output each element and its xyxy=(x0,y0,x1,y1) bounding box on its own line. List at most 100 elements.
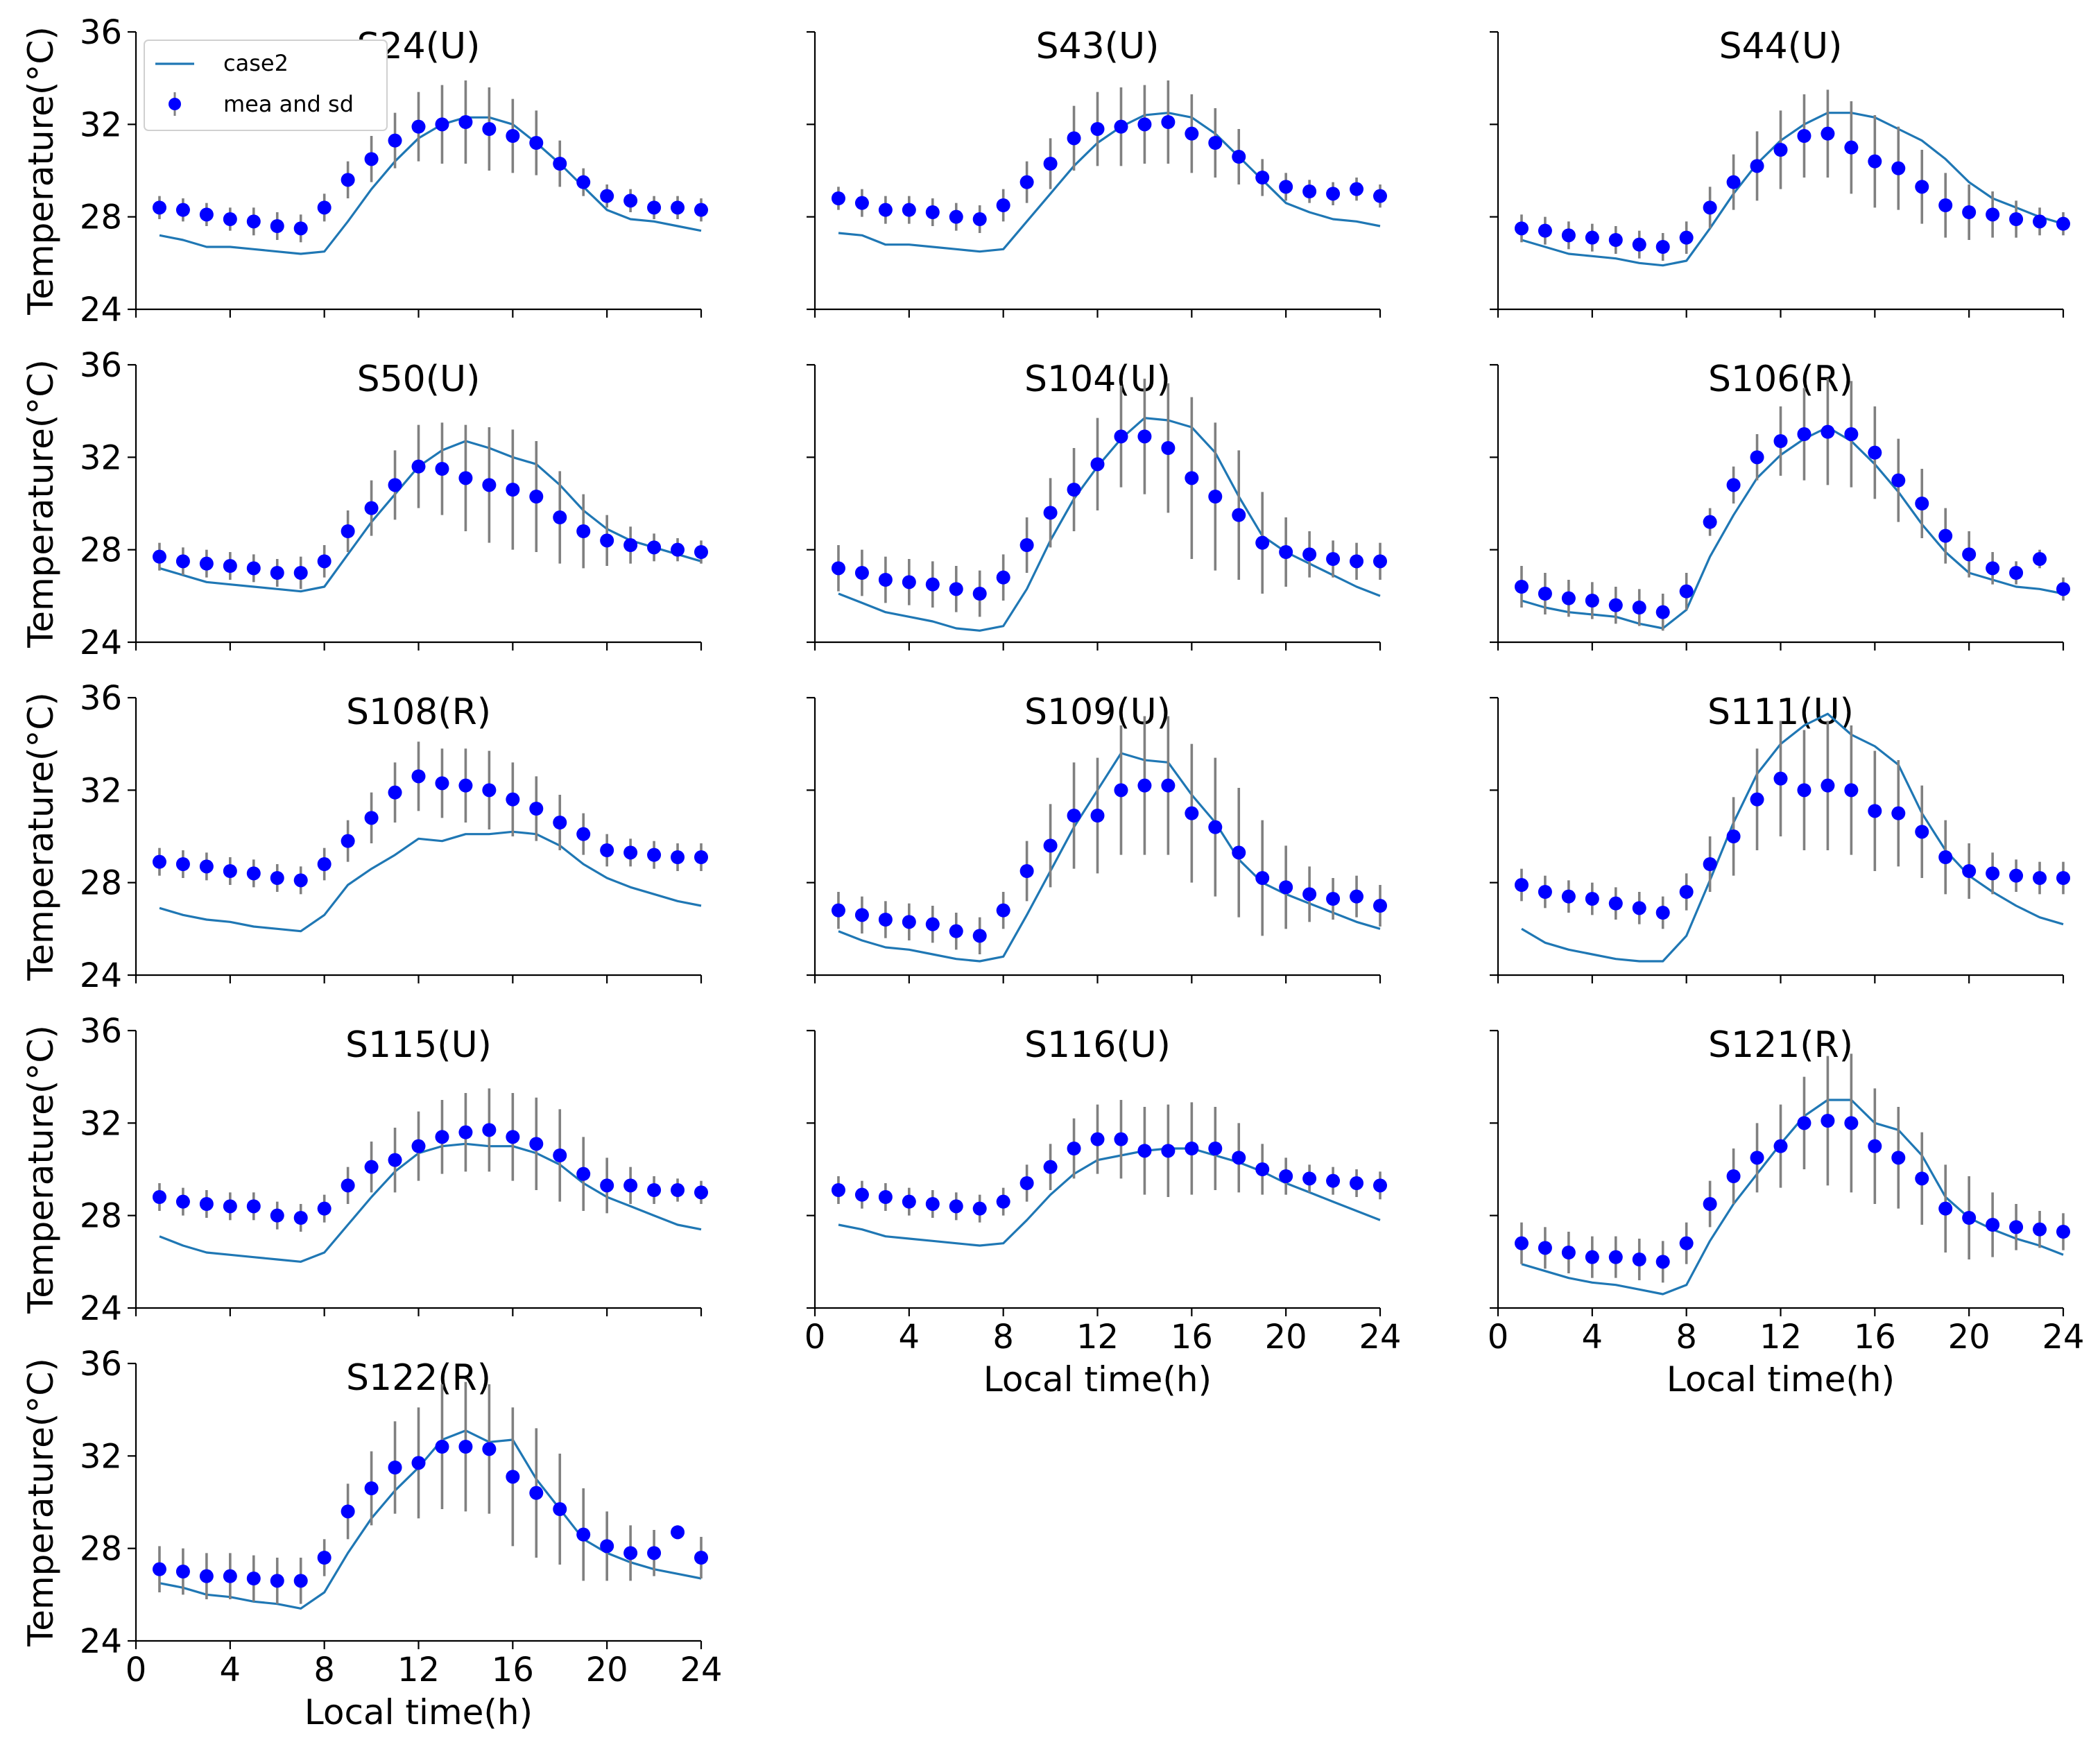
mea-point xyxy=(1962,864,1977,878)
subplot-title: S106(R) xyxy=(1708,359,1853,400)
mea-point xyxy=(972,1201,987,1216)
mea-point xyxy=(1373,189,1387,203)
mea-point xyxy=(949,924,963,938)
mea-point xyxy=(293,1211,308,1225)
mea-point xyxy=(902,1194,916,1209)
mea-point xyxy=(458,1440,473,1454)
mea-point xyxy=(2056,582,2070,596)
mea-point xyxy=(600,843,614,857)
mea-point xyxy=(1585,230,1599,245)
mea-point xyxy=(1373,899,1387,913)
mea-point xyxy=(1514,1236,1529,1250)
mea-point xyxy=(1208,820,1223,834)
mea-point xyxy=(2009,868,2024,883)
mea-point xyxy=(1538,587,1552,601)
mea-point xyxy=(1514,221,1529,236)
mea-point xyxy=(1232,1151,1246,1165)
mea-point xyxy=(1350,889,1364,904)
mea-point xyxy=(1255,535,1270,550)
mea-point xyxy=(1773,143,1788,157)
mea-point xyxy=(1161,441,1176,455)
mea-point xyxy=(1185,471,1199,485)
mea-point xyxy=(388,1153,402,1167)
mea-point xyxy=(949,1199,963,1214)
mea-point xyxy=(1373,1178,1387,1193)
mea-point xyxy=(364,811,379,825)
mea-point xyxy=(529,1486,544,1500)
mea-point xyxy=(1585,892,1599,906)
case2-line xyxy=(1521,112,2064,267)
x-tick-label: 12 xyxy=(1076,1318,1119,1357)
mea-point xyxy=(1844,1116,1859,1130)
mea-point xyxy=(223,1569,237,1583)
mea-point xyxy=(1608,233,1623,247)
x-tick-label: 8 xyxy=(313,1651,335,1689)
mea-point xyxy=(364,1160,379,1174)
mea-point xyxy=(1915,497,1929,510)
mea-point xyxy=(1114,119,1128,134)
mea-point xyxy=(1750,450,1764,465)
mea-point xyxy=(1868,445,1882,460)
mea-point xyxy=(694,1185,708,1200)
subplot-s104u: S104(U) xyxy=(807,359,1387,651)
mea-point xyxy=(293,566,308,580)
mea-point xyxy=(878,1190,893,1204)
mea-point xyxy=(388,785,402,800)
mea-point xyxy=(1938,198,1953,212)
mea-point xyxy=(1538,223,1552,238)
legend-label: mea and sd xyxy=(223,91,354,117)
mea-point xyxy=(435,462,449,476)
mea-point xyxy=(152,200,166,215)
mea-point xyxy=(1868,804,1882,818)
mea-point xyxy=(458,1125,473,1139)
y-tick-label: 36 xyxy=(80,13,122,52)
mea-point xyxy=(152,854,166,869)
case2-line xyxy=(838,752,1381,963)
mea-point xyxy=(1019,175,1034,189)
mea-point xyxy=(1114,1132,1128,1146)
mea-point xyxy=(1726,829,1741,843)
mea-point xyxy=(482,1123,497,1137)
mea-point xyxy=(1208,136,1223,150)
mea-point xyxy=(1962,1211,1977,1225)
x-tick-label: 4 xyxy=(1582,1318,1603,1357)
mea-point xyxy=(270,566,284,580)
mea-point xyxy=(671,1183,685,1197)
mea-point xyxy=(529,490,544,504)
mea-point xyxy=(1326,892,1341,906)
mea-point xyxy=(1561,1246,1576,1259)
mea-point xyxy=(671,200,685,215)
mea-point xyxy=(1326,187,1341,201)
mea-point xyxy=(341,1504,355,1519)
mea-point xyxy=(152,1190,166,1204)
subplot-s106r: S106(R) xyxy=(1490,359,2070,651)
x-axis-label: Local time(h) xyxy=(1667,1359,1895,1400)
mea-point xyxy=(1326,552,1341,566)
mea-point xyxy=(1043,506,1058,520)
y-tick-label: 28 xyxy=(80,198,122,237)
x-tick-label: 0 xyxy=(1488,1318,1509,1357)
mea-point xyxy=(1208,490,1223,504)
mea-point xyxy=(1232,150,1246,164)
mea-point xyxy=(1655,906,1670,920)
mea-point xyxy=(1679,230,1694,245)
mea-point xyxy=(411,769,426,784)
mea-point xyxy=(1232,845,1246,860)
mea-point xyxy=(2009,212,2024,226)
mea-point xyxy=(364,152,379,166)
mea-point xyxy=(1679,1236,1694,1250)
mea-point xyxy=(246,561,261,576)
mea-point xyxy=(458,115,473,129)
mea-point xyxy=(1844,140,1859,155)
y-axis-label: Temperature(°C) xyxy=(21,1025,61,1314)
mea-point xyxy=(317,1201,332,1216)
y-tick-label: 32 xyxy=(80,105,122,144)
case2-line xyxy=(838,112,1381,253)
mea-point xyxy=(1868,1139,1882,1153)
mea-point xyxy=(1043,157,1058,171)
y-tick-label: 36 xyxy=(80,1345,122,1384)
mea-point xyxy=(671,1525,685,1540)
mea-point xyxy=(246,1572,261,1585)
mea-point xyxy=(694,850,708,864)
mea-point xyxy=(175,203,190,217)
